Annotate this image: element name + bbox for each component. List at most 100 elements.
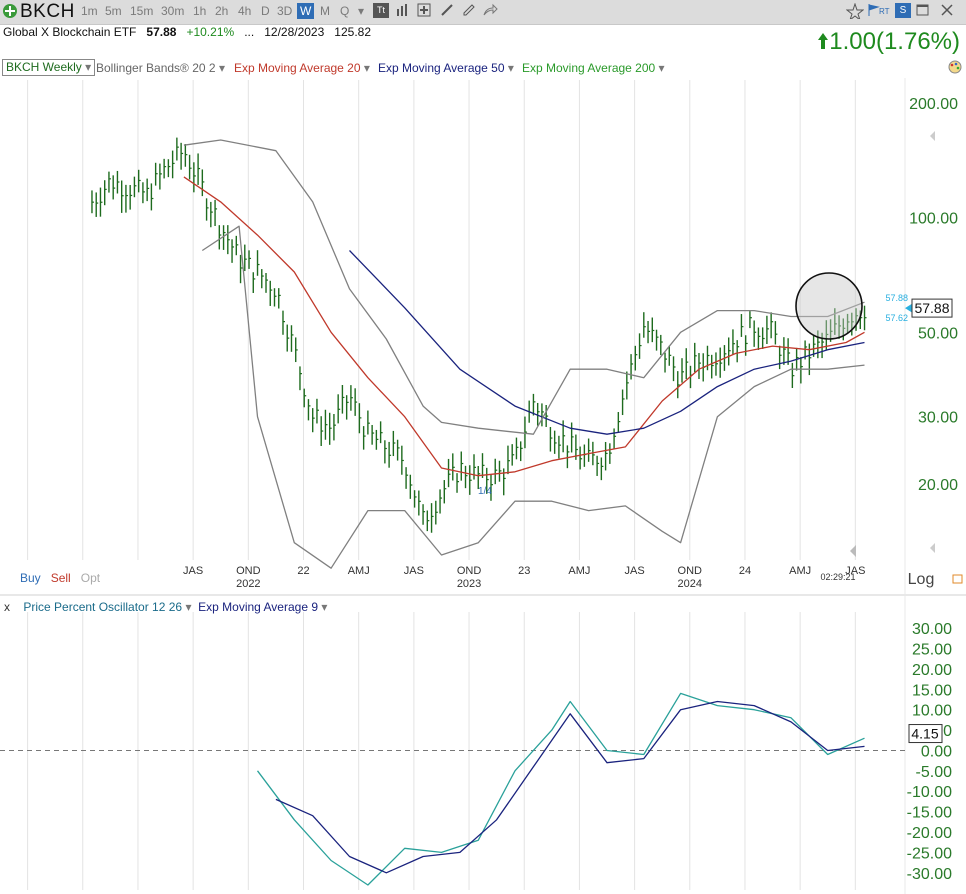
ema50-label: Exp Moving Average 50 xyxy=(378,61,505,75)
x-axis-tick: 24 xyxy=(739,565,751,577)
x-axis-tick: AMJ xyxy=(348,565,370,577)
timeframe-4h[interactable]: 4h xyxy=(238,4,252,18)
x-axis-tick: 22 xyxy=(297,565,309,577)
indicator-value-box xyxy=(908,724,943,744)
settings-icon xyxy=(952,574,963,584)
x-axis-tick: JAS xyxy=(183,565,203,577)
bollinger-legend[interactable]: Bollinger Bands® 20 2 ▾ xyxy=(96,61,225,75)
x-axis-year: 2022 xyxy=(236,578,260,590)
draw-icon[interactable] xyxy=(440,3,454,19)
add-icon[interactable] xyxy=(2,3,18,19)
ticker-tape-icon[interactable]: Tt xyxy=(373,3,389,18)
symbol-text[interactable]: BKCH xyxy=(20,1,75,22)
timeframe-1m[interactable]: 1m xyxy=(81,4,98,18)
indicator-axis-label: -15.00 xyxy=(907,805,952,822)
line-exp-moving-average-20 xyxy=(183,176,865,477)
x-axis-tick: JAS xyxy=(625,565,645,577)
chart-selector[interactable]: BKCH Weekly ▾ xyxy=(2,59,96,76)
log-scale-label: Log xyxy=(908,571,935,588)
quote-date: 12/28/2023 xyxy=(264,25,325,39)
window-icon[interactable] xyxy=(916,3,930,19)
quote-value: 125.82 xyxy=(334,25,371,39)
line-ppo-signal xyxy=(275,700,865,874)
palette-icon[interactable] xyxy=(948,60,962,74)
ema50-legend[interactable]: Exp Moving Average 50 ▾ xyxy=(378,61,514,75)
star-icon[interactable] xyxy=(846,3,864,19)
small-price-label: 57.62 xyxy=(885,313,908,323)
x-axis-tick: JAS xyxy=(404,565,424,577)
x-axis-year: 2023 xyxy=(457,578,481,590)
x-axis-tick: OND xyxy=(236,565,261,577)
s-icon[interactable]: S xyxy=(895,3,911,18)
timeframe-w[interactable]: W xyxy=(297,3,315,19)
timeframe-1h[interactable]: 1h xyxy=(193,4,207,18)
chart-name: BKCH Weekly xyxy=(6,60,82,74)
indicator-current-label: 4.15 xyxy=(911,726,938,742)
ema9-label: Exp Moving Average 9 xyxy=(198,600,318,614)
ppo-label: Price Percent Oscillator 12 26 xyxy=(23,600,183,614)
up-arrow-icon xyxy=(818,33,829,49)
ppo-legend[interactable]: Price Percent Oscillator 12 26 ▾ xyxy=(23,600,192,614)
x-axis-year: 2024 xyxy=(678,578,702,590)
ema20-label: Exp Moving Average 20 xyxy=(234,61,361,75)
timeframe-3d[interactable]: 3D xyxy=(277,4,293,18)
share-icon[interactable] xyxy=(482,3,498,19)
price-axis-label: 100.00 xyxy=(909,211,958,228)
indicator-axis-label: 15.00 xyxy=(912,682,952,699)
timeframe-30m[interactable]: 30m xyxy=(161,4,185,18)
legend-bar: BKCH Weekly ▾ Bollinger Bands® 20 2 ▾ Ex… xyxy=(0,58,966,76)
timeframe-5m[interactable]: 5m xyxy=(105,4,122,18)
ema200-label: Exp Moving Average 200 xyxy=(522,61,656,75)
indicator-axis-label: 10.00 xyxy=(912,703,952,720)
x-axis-tick: AMJ xyxy=(568,565,590,577)
small-price-label: 57.88 xyxy=(885,293,908,303)
line-exp-moving-average-50 xyxy=(349,250,865,435)
trade-buttons: Buy Sell Opt xyxy=(20,571,100,585)
x-axis-tick: JAS xyxy=(845,565,865,577)
chart-type-icon[interactable] xyxy=(396,3,410,19)
indicator-axis-label: -5.00 xyxy=(916,764,953,781)
buy-button[interactable]: Buy xyxy=(20,571,41,585)
indicator-axis-label: -30.00 xyxy=(907,866,952,883)
time-label: 02:29:21 xyxy=(820,572,855,582)
timeframe-15m[interactable]: 15m xyxy=(130,4,154,18)
highlight-circle xyxy=(795,272,863,340)
indicator-axis-label: -10.00 xyxy=(907,784,952,801)
scroll-arrow-icon xyxy=(850,545,856,557)
edit-icon[interactable] xyxy=(462,3,476,19)
ema9-legend[interactable]: Exp Moving Average 9 ▾ xyxy=(198,600,328,614)
flag-icon[interactable] xyxy=(866,3,880,19)
ema200-legend[interactable]: Exp Moving Average 200 ▾ xyxy=(522,61,665,75)
timeframe-q[interactable]: Q xyxy=(340,4,350,18)
percent-change: +10.21% xyxy=(186,25,235,39)
price-axis-label: 20.00 xyxy=(918,477,958,494)
price-panel: 20.00 30.00 50.00 100.00 200.00 JAS OND 22 AMJ JA… xyxy=(91,96,963,590)
add-chart-icon[interactable] xyxy=(417,3,433,19)
indicator-axis-label: -20.00 xyxy=(907,825,952,842)
x-axis-tick: AMJ xyxy=(789,565,811,577)
line-bollinger-upper xyxy=(183,139,865,435)
indicator-axis-label: 25.00 xyxy=(912,642,952,659)
price-axis-label: 30.00 xyxy=(918,410,958,427)
x-axis-tick: OND xyxy=(457,565,482,577)
timeframe-dropdown-icon[interactable]: ▾ xyxy=(358,4,365,18)
indicator-close-icon[interactable]: x xyxy=(4,600,10,614)
timeframe-m[interactable]: M xyxy=(320,4,330,18)
ema20-legend[interactable]: Exp Moving Average 20 ▾ xyxy=(234,61,370,75)
opt-button[interactable]: Opt xyxy=(80,571,101,585)
annotation-label: 1/4 xyxy=(478,486,492,497)
big-change-text: 1.00(1.76%) xyxy=(829,28,960,55)
timeframe-d[interactable]: D xyxy=(261,4,270,18)
line-ppo xyxy=(256,692,865,886)
indicator-axis-label: 20.00 xyxy=(912,662,952,679)
rt-icon[interactable]: RT xyxy=(879,7,890,16)
last-price: 57.88 xyxy=(146,25,177,39)
line-bollinger-lower xyxy=(201,225,865,569)
timeframe-2h[interactable]: 2h xyxy=(215,4,229,18)
sell-button[interactable]: Sell xyxy=(50,571,71,585)
current-price-label: 57.88 xyxy=(914,300,949,316)
bollinger-label: Bollinger Bands® 20 2 xyxy=(96,61,216,75)
close-icon[interactable] xyxy=(940,3,954,19)
indicator-axis-label: 0.00 xyxy=(921,743,952,760)
